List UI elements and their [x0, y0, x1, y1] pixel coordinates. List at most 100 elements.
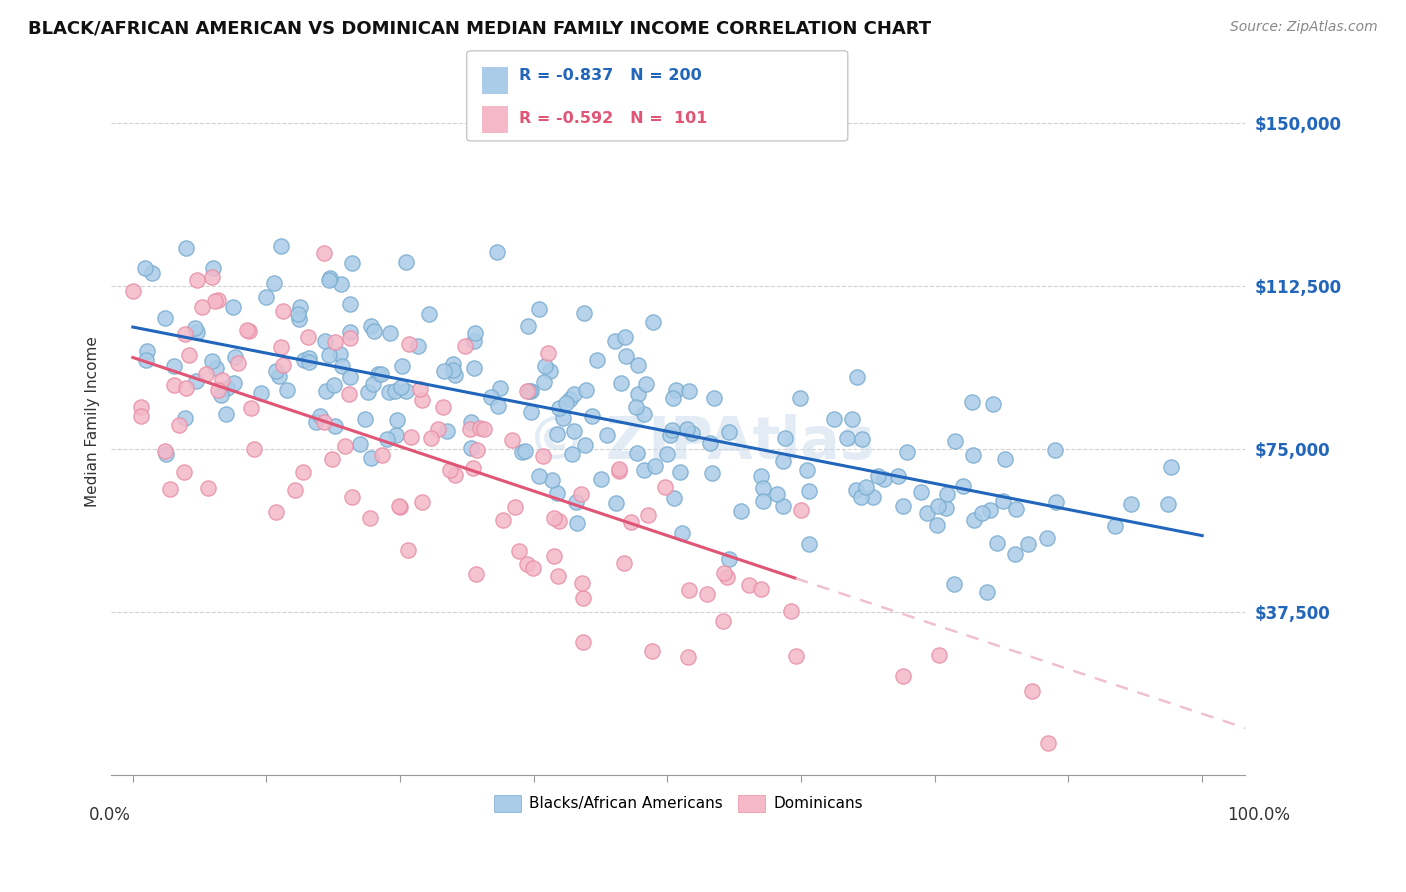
Point: [236, 323, 259, 337]
Point: [173, 326, 195, 341]
Point: [696, 587, 718, 601]
Point: [979, 502, 1001, 516]
Point: [453, 339, 475, 353]
Point: [174, 381, 197, 395]
Point: [129, 409, 152, 424]
Point: [204, 293, 226, 308]
Point: [141, 266, 163, 280]
Point: [972, 507, 994, 521]
Point: [581, 409, 603, 424]
Point: [297, 330, 319, 344]
Point: [1035, 531, 1057, 545]
Point: [222, 376, 245, 390]
Point: [522, 561, 544, 575]
Point: [276, 384, 298, 398]
Point: [224, 350, 246, 364]
Point: [835, 431, 858, 445]
Point: [510, 445, 533, 459]
Point: [201, 353, 224, 368]
Point: [432, 400, 454, 414]
Point: [991, 494, 1014, 508]
Point: [284, 483, 307, 498]
Point: [766, 487, 789, 501]
Point: [751, 494, 773, 508]
Point: [610, 376, 633, 390]
Point: [678, 583, 700, 598]
Point: [191, 300, 214, 314]
Point: [558, 392, 581, 406]
Point: [441, 357, 464, 371]
Point: [337, 386, 360, 401]
Point: [1157, 497, 1180, 511]
Point: [460, 415, 482, 429]
Point: [209, 388, 232, 402]
Point: [548, 514, 571, 528]
Point: [671, 525, 693, 540]
Point: [349, 437, 371, 451]
Point: [607, 464, 630, 478]
Point: [270, 340, 292, 354]
Point: [207, 293, 229, 308]
Point: [323, 418, 346, 433]
Point: [508, 544, 530, 558]
Point: [1017, 537, 1039, 551]
Point: [981, 397, 1004, 411]
Point: [841, 412, 863, 426]
Point: [388, 500, 411, 514]
Point: [264, 364, 287, 378]
Point: [267, 369, 290, 384]
Point: [823, 412, 845, 426]
Point: [555, 395, 578, 409]
Point: [318, 348, 340, 362]
Point: [962, 449, 984, 463]
Point: [538, 364, 561, 378]
Point: [943, 434, 966, 449]
Point: [520, 405, 543, 419]
Point: [332, 359, 354, 373]
Point: [516, 558, 538, 572]
Point: [620, 515, 643, 529]
Point: [533, 375, 555, 389]
Point: [322, 378, 344, 392]
Point: [391, 359, 413, 373]
Point: [548, 401, 571, 416]
Point: [644, 458, 666, 473]
Point: [796, 463, 818, 477]
Point: [153, 311, 176, 326]
Point: [851, 432, 873, 446]
Point: [367, 367, 389, 381]
Point: [520, 384, 543, 399]
Point: [571, 591, 593, 606]
Point: [194, 367, 217, 381]
Point: [436, 424, 458, 438]
Point: [678, 384, 700, 399]
Legend: Blacks/African Americans, Dominicans: Blacks/African Americans, Dominicans: [488, 789, 869, 818]
Point: [586, 352, 609, 367]
Point: [433, 364, 456, 378]
Point: [654, 479, 676, 493]
Point: [363, 324, 385, 338]
Point: [464, 567, 486, 582]
Point: [891, 669, 914, 683]
Point: [411, 392, 433, 407]
Point: [986, 535, 1008, 549]
Point: [873, 472, 896, 486]
Point: [461, 461, 484, 475]
Point: [361, 377, 384, 392]
Point: [377, 432, 399, 446]
Point: [927, 518, 949, 533]
Point: [562, 387, 585, 401]
Point: [340, 490, 363, 504]
Point: [211, 373, 233, 387]
Point: [321, 451, 343, 466]
Text: 0.0%: 0.0%: [89, 806, 131, 824]
Point: [184, 321, 207, 335]
Point: [1005, 501, 1028, 516]
Point: [315, 384, 337, 398]
Point: [717, 551, 740, 566]
Point: [603, 334, 626, 348]
Point: [339, 370, 361, 384]
Point: [658, 427, 681, 442]
Point: [395, 384, 418, 399]
Point: [155, 443, 177, 458]
